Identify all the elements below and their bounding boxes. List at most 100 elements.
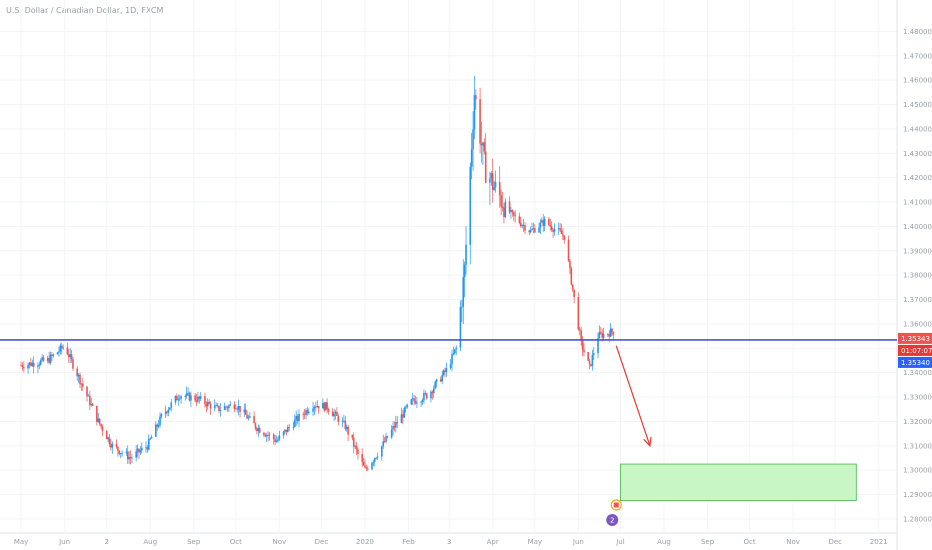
candle-body [459,307,462,348]
candle-body [511,210,514,212]
candle-body [174,396,177,403]
candle-body [461,306,463,308]
candle-body [147,438,150,450]
candle-body [229,404,232,406]
candle-body [176,396,178,401]
candle-body [357,449,359,454]
candle-body [98,418,101,424]
x-tick-label: 2020 [356,538,374,546]
price-badge-label: 01:07:07 [901,347,932,355]
candle-body [560,230,563,234]
candle-body [445,367,448,373]
y-tick-label: 1.46000 [903,77,932,85]
candle-body [597,338,599,354]
candle-body [431,391,434,394]
down-arrow-line [615,345,651,446]
y-tick-label: 1.39000 [903,247,932,255]
candle-body [612,331,615,335]
x-tick-label: May [528,538,542,546]
down-arrow-head [643,436,652,448]
candle-body [406,404,408,408]
candle-body [512,211,515,216]
candle-body [219,409,222,412]
candle-body [608,334,611,337]
candle-body [67,354,70,358]
candle-body [48,358,50,363]
candle-body [315,406,317,408]
candle-body [167,409,170,413]
candle-body [607,333,609,335]
candle-body [292,427,295,428]
candle-body [125,451,128,453]
candle-body [463,264,466,278]
candle-body [216,405,219,407]
candle-body [118,450,121,455]
candle-body [263,432,265,436]
candle-body [288,426,290,428]
candle-body [312,408,314,412]
price-badge [898,356,932,368]
candle-body [322,402,324,409]
candle-body [82,383,84,387]
x-tick-label: Apr [487,538,499,546]
candle-body [475,95,477,100]
candle-body [254,423,257,429]
candle-body [336,411,338,416]
candle-body [31,362,34,366]
candle-body [470,149,473,167]
candle-body [194,395,196,401]
candle-body [257,427,260,432]
candle-body [425,393,428,399]
candle-body [20,365,22,367]
candle-body [390,429,393,438]
candle-body [386,436,389,438]
candle-body [267,434,269,436]
candle-body [60,345,63,349]
candle-body [293,419,296,428]
candle-body [274,439,276,443]
candle-body [510,210,512,213]
candle-body [334,411,337,414]
candle-body [30,362,32,366]
candle-body [451,354,453,365]
candle-body [56,352,59,355]
candle-body [591,354,594,366]
candle-body [188,392,191,401]
y-tick-label: 1.29000 [903,491,932,499]
candle-body [482,142,484,146]
candle-body [195,400,198,402]
candle-body [382,441,385,447]
candle-body [38,364,41,366]
candle-body [462,277,465,307]
x-tick-label: Feb [402,538,415,546]
candle-body [611,328,613,332]
candle-body [317,405,320,409]
candle-body [70,354,73,360]
candle-body [138,448,140,453]
candle-body [580,330,582,340]
candle-body [524,225,526,231]
candle-body [244,409,247,415]
y-tick-label: 1.42000 [903,174,932,182]
candle-body [46,358,49,361]
candle-body [600,332,602,334]
candle-body [129,457,132,459]
candle-body [199,396,202,399]
event-badge-count: 2 [610,517,614,525]
candle-body [411,398,414,400]
candle-body [569,260,571,268]
candle-body [39,360,42,365]
candle-body [208,401,210,404]
candle-body [534,228,536,233]
candle-body [383,441,386,443]
y-tick-label: 1.34000 [903,369,932,377]
candle-body [150,436,153,439]
candle-body [100,423,102,427]
candle-body [247,417,250,419]
x-tick-label: Sep [187,538,201,546]
candle-body [518,216,521,223]
candle-body [108,437,111,445]
candle-body [432,388,435,394]
candle-body [494,182,497,188]
